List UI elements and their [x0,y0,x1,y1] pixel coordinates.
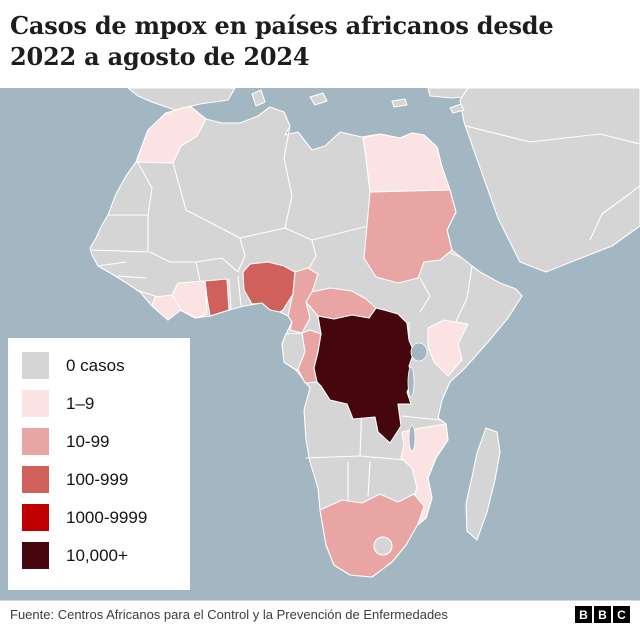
country-borders [91,125,640,529]
country-kenya [427,319,469,377]
country-nigeria [242,261,296,313]
country-morocco [135,105,207,164]
legend-label: 10,000+ [66,545,128,565]
island-sardinia [251,89,266,107]
title-line-2: 2022 a agosto de 2024 [10,42,310,71]
bbc-logo-letter: C [613,606,630,623]
map-container: 0 casos 1–9 10-99 100-999 1000-9999 10,0… [0,88,640,600]
title-line-1: Casos de mpox en países africanos desde [10,11,554,40]
legend-label: 0 casos [66,355,125,375]
lake-tanganyika [407,366,415,398]
legend-item: 1000-9999 [22,504,172,531]
legend-swatch [22,428,49,455]
legend-item: 10-99 [22,428,172,455]
legend-label: 10-99 [66,431,110,451]
legend-swatch [22,504,49,531]
legend-item: 100-999 [22,466,172,493]
legend-label: 1–9 [66,393,95,413]
country-south-africa [319,493,425,578]
country-cameroon [287,267,319,334]
lake-victoria [410,342,428,362]
chart-title: Casos de mpox en países africanos desde … [10,10,628,72]
header: Casos de mpox en países africanos desde … [0,0,640,88]
bbc-logo-letter: B [575,606,592,623]
legend-item: 0 casos [22,352,172,379]
lake-malawi [408,424,416,452]
island-crete [391,98,408,108]
source-text: Fuente: Centros Africanos para el Contro… [10,607,448,622]
footer: Fuente: Centros Africanos para el Contro… [0,600,640,628]
legend-item: 1–9 [22,390,172,417]
legend-label: 100-999 [66,469,129,489]
island-sicily [309,92,328,106]
country-lesotho [373,536,393,556]
country-ghana [204,278,230,317]
island-cyprus [449,103,465,114]
bbc-logo-letter: B [594,606,611,623]
legend-label: 1000-9999 [66,507,148,527]
island-madagascar [465,427,501,541]
colored-countries [135,105,469,578]
country-drc [313,307,415,444]
landmass-arabia [459,88,640,273]
country-egypt [362,132,451,193]
country-liberia [151,294,182,321]
country-sudan [363,189,457,284]
legend-swatch [22,466,49,493]
lakes [407,342,428,452]
legend-swatch [22,542,49,569]
legend-swatch [22,390,49,417]
legend-item: 10,000+ [22,542,172,569]
legend-swatch [22,352,49,379]
legend: 0 casos 1–9 10-99 100-999 1000-9999 10,0… [8,338,190,590]
